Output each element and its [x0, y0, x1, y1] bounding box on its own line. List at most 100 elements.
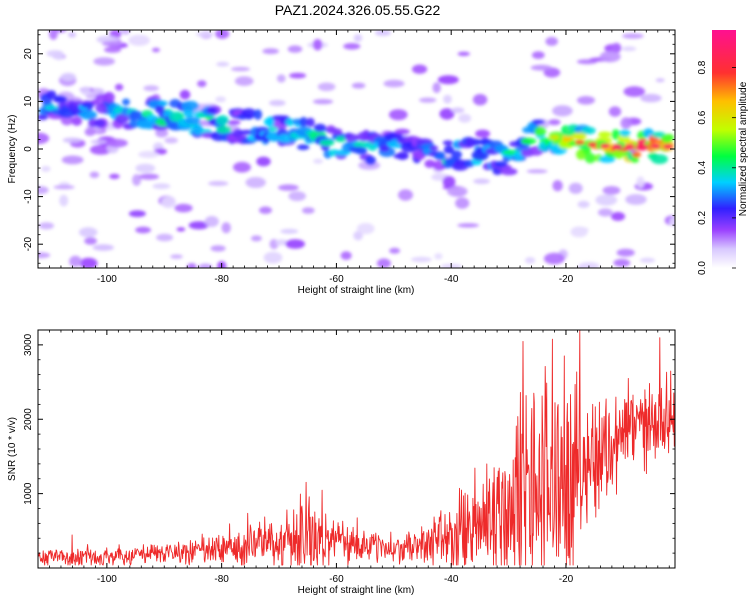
- heatmap-cell: [138, 173, 160, 180]
- heatmap-cell: [613, 148, 625, 159]
- heatmap-cell: [651, 154, 668, 165]
- heatmap-cell: [424, 159, 436, 168]
- heatmap-cell: [572, 226, 589, 233]
- heatmap-cell: [608, 106, 622, 117]
- heatmap-cell: [299, 116, 308, 128]
- heatmap-xtick-label: -20: [559, 274, 574, 285]
- heatmap-cell: [587, 142, 598, 148]
- heatmap-cell: [365, 155, 377, 166]
- heatmap-cell: [93, 118, 106, 128]
- heatmap-cell: [610, 211, 626, 221]
- snr-xlabel: Height of straight line (km): [298, 585, 415, 596]
- heatmap-cell: [472, 94, 488, 106]
- heatmap-cell: [79, 110, 98, 120]
- heatmap-cell: [637, 144, 648, 150]
- heatmap-cell: [259, 206, 272, 214]
- heatmap-cell: [129, 119, 140, 128]
- heatmap-cell: [210, 245, 226, 252]
- heatmap-cell: [184, 116, 201, 125]
- heatmap-cell: [227, 120, 241, 125]
- snr-ytick-label: 1000: [23, 482, 34, 505]
- heatmap-cell: [152, 47, 160, 53]
- colorbar-label: Normalized spectral amplitude: [738, 81, 749, 216]
- heatmap-cell: [612, 144, 623, 150]
- heatmap-cell: [442, 176, 456, 188]
- heatmap-cell: [458, 113, 472, 123]
- heatmap-xtick-label: -60: [329, 274, 344, 285]
- heatmap-cell: [114, 83, 124, 91]
- heatmap-cell: [106, 138, 128, 148]
- heatmap-cell: [253, 109, 263, 120]
- heatmap-cell: [530, 64, 552, 71]
- heatmap-cell: [625, 194, 647, 205]
- heatmap-cell: [494, 161, 508, 168]
- heatmap-cell: [660, 134, 673, 143]
- heatmap-cell: [613, 258, 631, 267]
- heatmap-cell: [429, 145, 439, 151]
- heatmap-cell: [412, 64, 428, 74]
- heatmap-cell: [156, 233, 174, 242]
- heatmap-cell: [611, 42, 622, 54]
- heatmap-cell: [170, 254, 183, 259]
- heatmap-cell: [135, 226, 152, 234]
- heatmap-cell: [135, 163, 156, 173]
- heatmap-cell: [447, 186, 468, 197]
- colorbar-tick-label: 0.8: [697, 60, 708, 74]
- heatmap-cell: [611, 129, 621, 141]
- colorbar-ticks: 0.0 0.2 0.4 0.6 0.8: [697, 60, 736, 275]
- heatmap-cell: [349, 146, 367, 154]
- heatmap-cells: [38, 30, 675, 268]
- figure-title: PAZ1.2024.326.05.55.G22: [274, 2, 441, 18]
- heatmap-cell: [89, 171, 100, 178]
- heatmap-ytick-label: -10: [23, 189, 34, 204]
- heatmap-cell: [90, 139, 108, 144]
- heatmap-cell: [598, 131, 612, 138]
- heatmap-cell: [344, 133, 360, 142]
- heatmap-cell: [330, 128, 343, 135]
- heatmap-cell: [138, 150, 159, 159]
- heatmap-cell: [527, 121, 537, 133]
- heatmap-cell: [89, 144, 112, 155]
- heatmap-cell: [389, 109, 408, 121]
- heatmap-cell: [335, 136, 347, 143]
- heatmap-cell: [434, 253, 443, 260]
- heatmap-cell: [198, 263, 213, 268]
- heatmap-cell: [186, 263, 197, 268]
- heatmap-cell: [597, 208, 613, 217]
- heatmap-cell: [250, 235, 262, 242]
- heatmap-cell: [53, 95, 68, 104]
- heatmap-cell: [534, 126, 547, 137]
- heatmap-cell: [353, 231, 363, 241]
- heatmap-cell: [520, 137, 537, 145]
- heatmap-cell: [451, 107, 465, 114]
- heatmap-cell: [38, 132, 50, 144]
- heatmap-cell: [577, 96, 595, 105]
- heatmap-cell: [280, 228, 299, 234]
- heatmap-cell: [394, 128, 410, 135]
- heatmap-cell: [574, 132, 587, 140]
- heatmap-ylabel: Frequency (Hz): [7, 115, 18, 184]
- heatmap-cell: [437, 75, 459, 85]
- heatmap-cell: [197, 80, 207, 88]
- heatmap-cell: [543, 252, 565, 265]
- heatmap-cell: [60, 72, 76, 82]
- heatmap-cell: [410, 256, 432, 263]
- heatmap-cell: [276, 74, 286, 83]
- heatmap-cell: [195, 31, 214, 37]
- colorbar-tick-label: 0.6: [697, 110, 708, 124]
- heatmap-cell: [351, 82, 366, 89]
- heatmap-cell: [71, 116, 83, 126]
- snr-ylabel: SNR (10 * v/v): [7, 417, 18, 481]
- heatmap-cell: [269, 99, 286, 107]
- snr-xtick-label: -60: [329, 574, 344, 585]
- heatmap-cell: [84, 128, 96, 136]
- heatmap-cell: [343, 43, 361, 50]
- heatmap-cell: [262, 48, 280, 55]
- heatmap-cell: [216, 125, 232, 134]
- heatmap-cell: [552, 105, 573, 117]
- heatmap-cell: [215, 30, 230, 39]
- snr-ytick-label: 3000: [23, 333, 34, 356]
- heatmap-cell: [128, 210, 146, 218]
- heatmap-cell: [109, 173, 120, 180]
- heatmap-cell: [313, 158, 323, 164]
